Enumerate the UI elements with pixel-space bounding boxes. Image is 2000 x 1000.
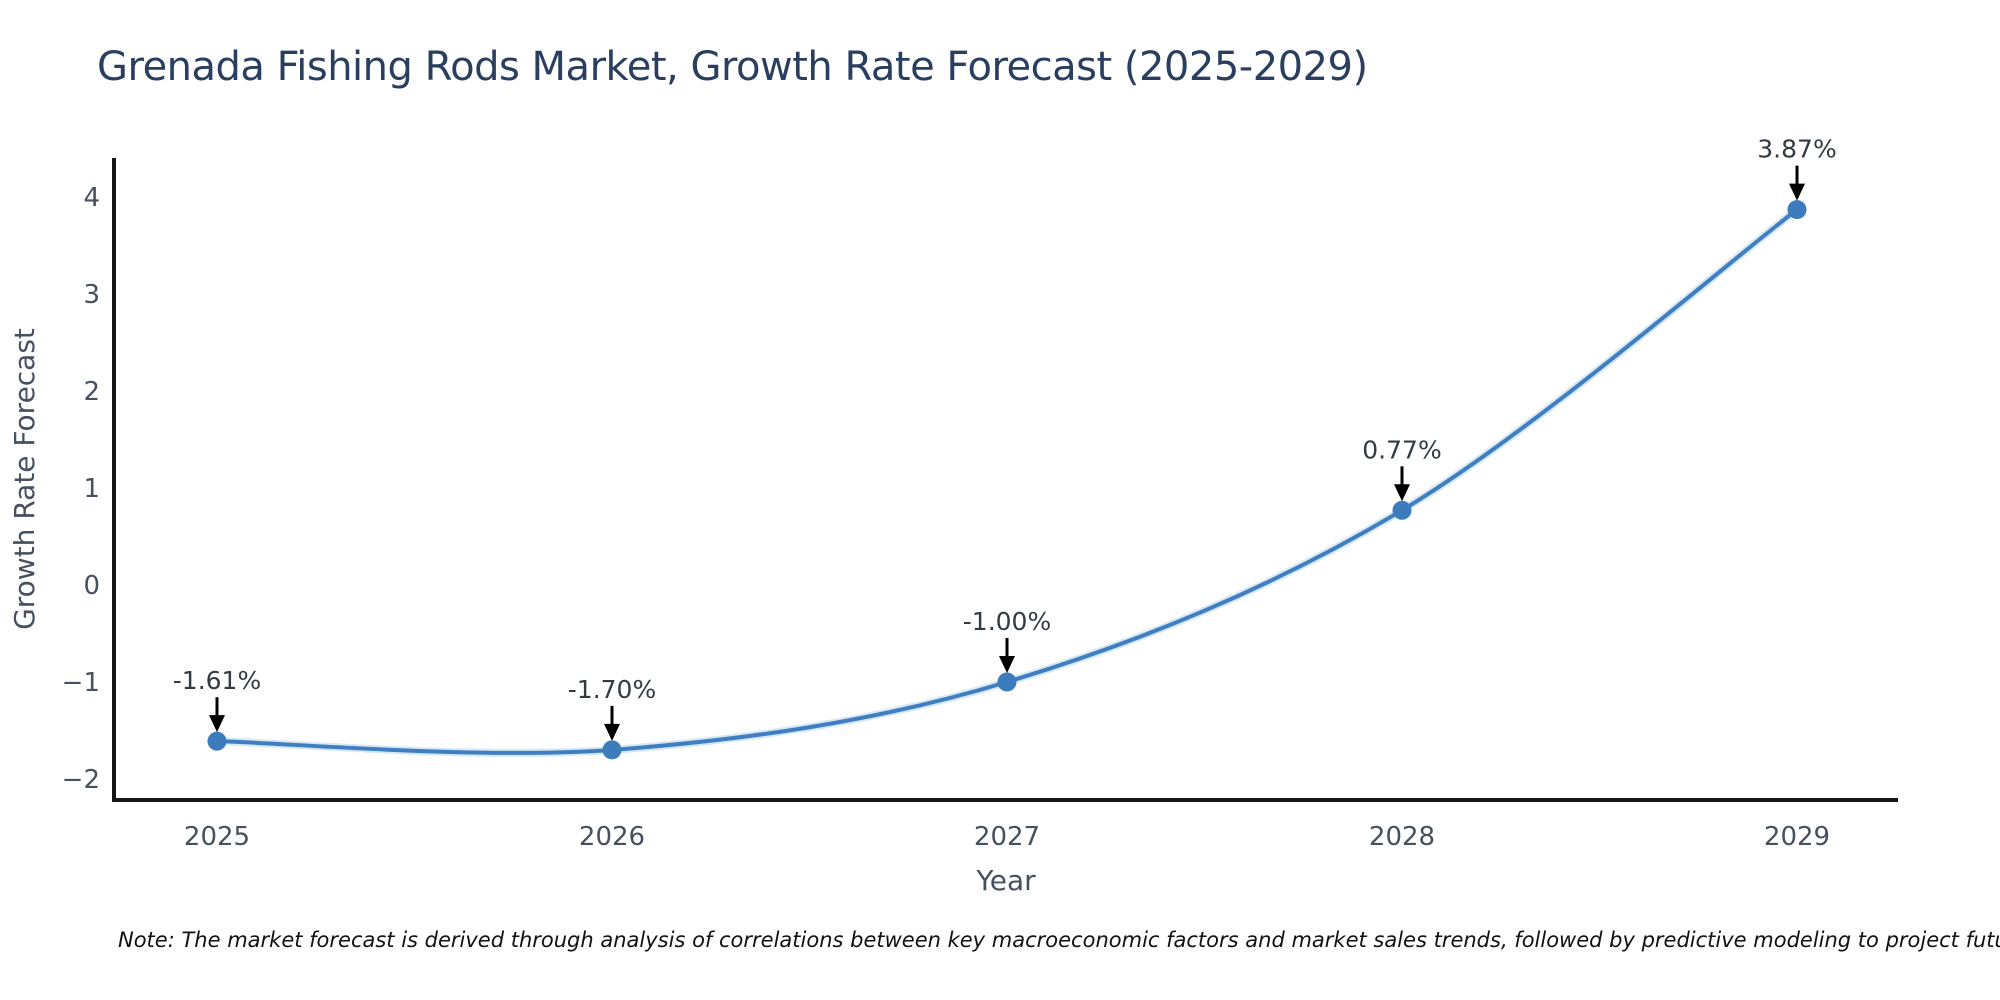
x-axis-line	[112, 798, 1898, 802]
annotation-label: 0.77%	[1362, 435, 1441, 464]
annotation-label: -1.00%	[963, 607, 1051, 636]
x-tick-label: 2028	[1369, 822, 1435, 852]
forecast-curve	[213, 205, 1801, 757]
y-tick-label: 2	[83, 377, 100, 407]
y-axis-title: Growth Rate Forecast	[8, 328, 41, 630]
annotation-arrow-head	[999, 656, 1015, 673]
x-axis-title: Year	[975, 864, 1036, 897]
data-point-marker	[1787, 200, 1807, 220]
footnote: Note: The market forecast is derived thr…	[118, 928, 2000, 952]
annotation-arrow-head	[604, 723, 620, 741]
x-tick-label: 2025	[184, 822, 250, 852]
x-tick-label: 2029	[1764, 822, 1830, 852]
annotation: -1.61%	[173, 666, 261, 733]
annotation-label: 3.87%	[1757, 135, 1836, 164]
annotation-arrow-head	[209, 715, 225, 733]
annotation: -1.70%	[568, 675, 656, 741]
annotation-label: -1.70%	[568, 675, 656, 704]
data-point-markers	[207, 200, 1807, 760]
y-tick-label: 0	[83, 571, 100, 601]
data-point-annotations: -1.61% -1.70% -1.00% 0.77% 3.87%	[173, 135, 1837, 741]
annotation: -1.00%	[963, 607, 1051, 673]
y-axis-tick-labels: 4 3 2 1 0 −1 −2	[62, 183, 100, 795]
data-point-marker	[997, 672, 1017, 692]
y-tick-label: −1	[62, 668, 100, 698]
x-tick-label: 2027	[974, 822, 1040, 852]
y-tick-label: 1	[83, 474, 100, 504]
annotation-label: -1.61%	[173, 666, 261, 695]
annotation: 0.77%	[1362, 435, 1442, 502]
x-tick-label: 2026	[579, 822, 645, 852]
data-point-marker	[207, 731, 227, 751]
chart-title: Grenada Fishing Rods Market, Growth Rate…	[97, 44, 1368, 90]
y-tick-label: −2	[62, 765, 100, 795]
data-point-marker	[602, 740, 622, 760]
annotation-arrow-head	[1394, 484, 1410, 502]
annotation: 3.87%	[1757, 135, 1837, 201]
y-axis-line	[112, 158, 116, 802]
curve-line	[215, 207, 1799, 755]
y-tick-label: 3	[83, 280, 100, 310]
annotation-arrow-head	[1789, 183, 1805, 201]
data-point-marker	[1392, 500, 1412, 520]
y-tick-label: 4	[83, 183, 100, 213]
x-axis-tick-labels: 2025 2026 2027 2028 2029	[184, 822, 1830, 852]
